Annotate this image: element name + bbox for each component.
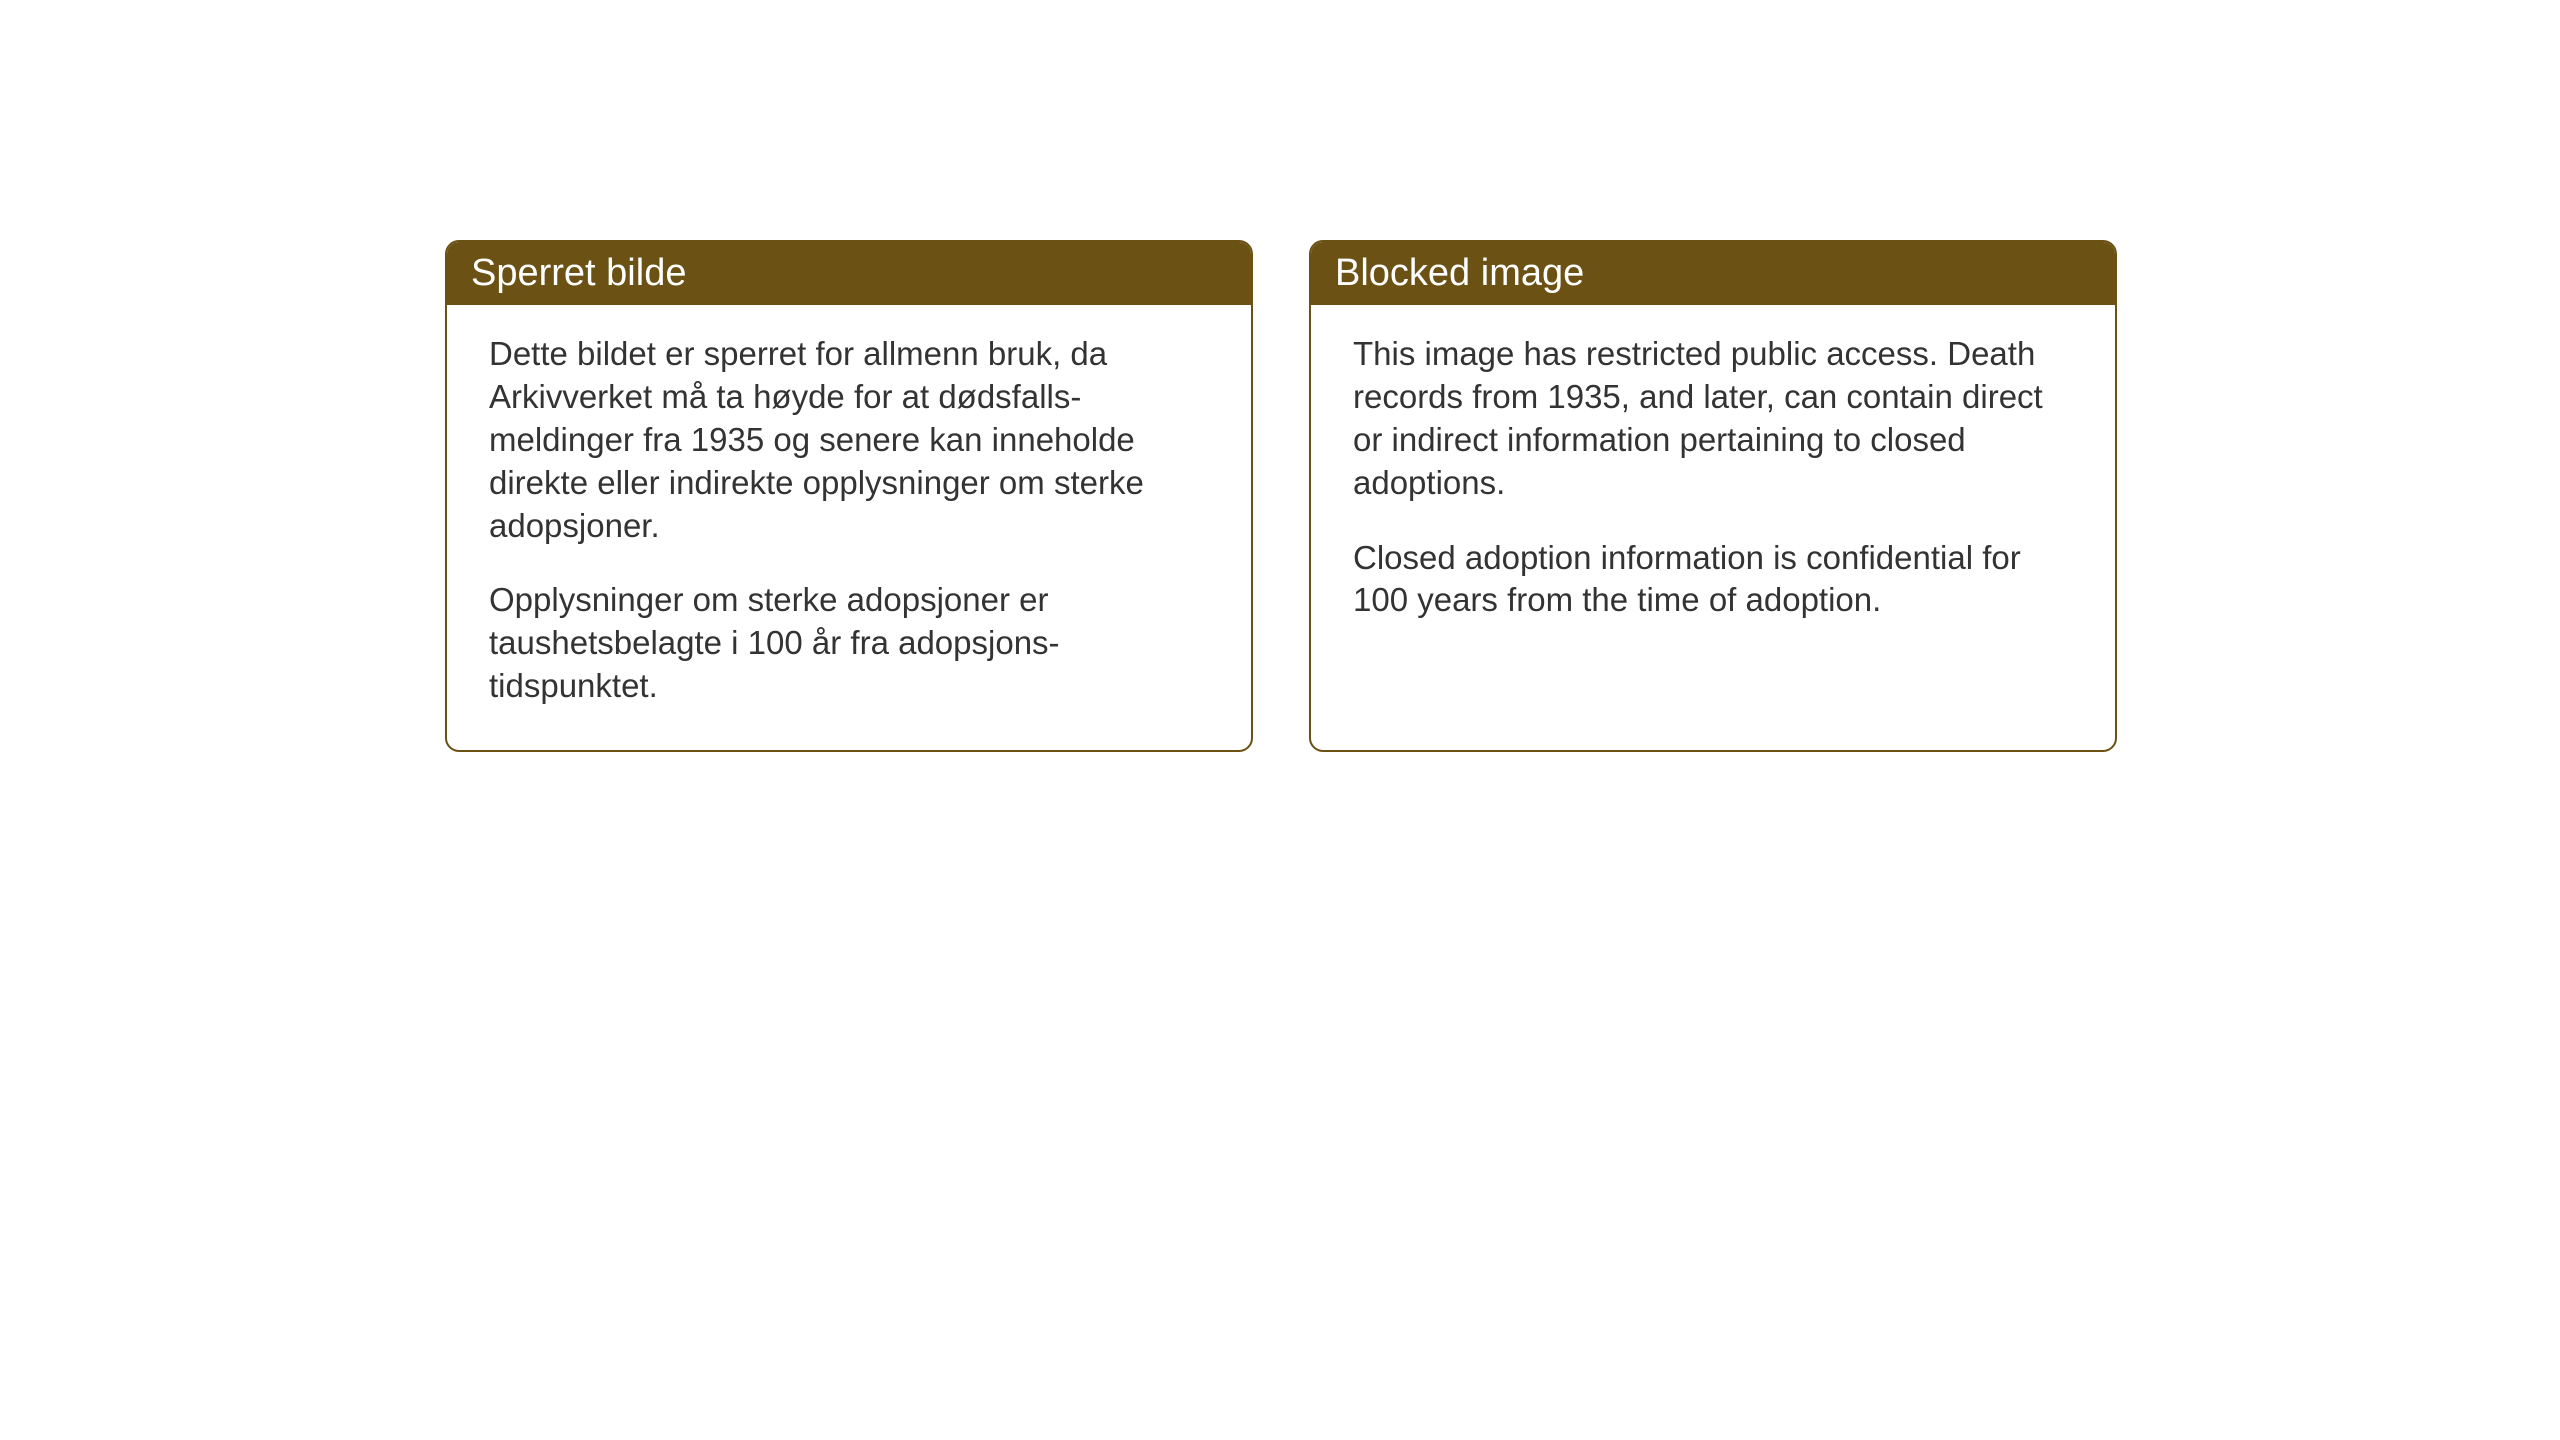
notice-card-norwegian: Sperret bilde Dette bildet er sperret fo…: [445, 240, 1253, 752]
notice-body-norwegian: Dette bildet er sperret for allmenn bruk…: [447, 305, 1251, 750]
notice-body-english: This image has restricted public access.…: [1311, 305, 2115, 750]
notice-header-english: Blocked image: [1311, 242, 2115, 305]
notice-paragraph: Opplysninger om sterke adopsjoner er tau…: [489, 579, 1209, 708]
notice-card-english: Blocked image This image has restricted …: [1309, 240, 2117, 752]
notice-header-norwegian: Sperret bilde: [447, 242, 1251, 305]
notice-title-english: Blocked image: [1335, 252, 1584, 294]
notice-paragraph: Closed adoption information is confident…: [1353, 537, 2073, 623]
notice-paragraph: Dette bildet er sperret for allmenn bruk…: [489, 333, 1209, 547]
notice-container: Sperret bilde Dette bildet er sperret fo…: [445, 240, 2560, 752]
notice-title-norwegian: Sperret bilde: [471, 252, 686, 294]
notice-paragraph: This image has restricted public access.…: [1353, 333, 2073, 505]
